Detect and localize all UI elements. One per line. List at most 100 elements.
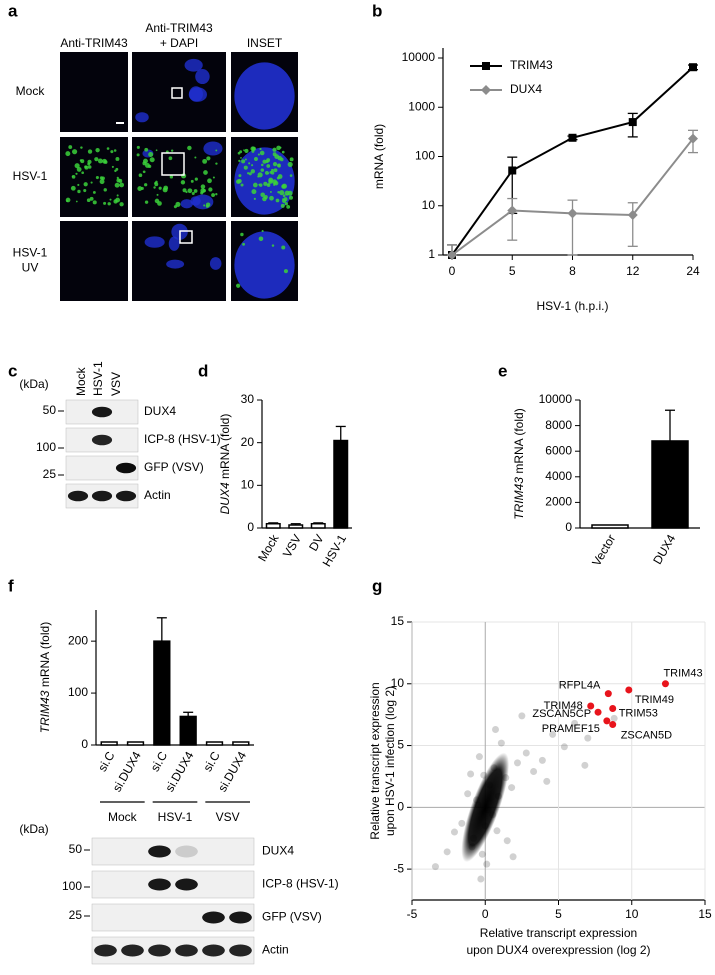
signal — [243, 149, 245, 151]
signal — [119, 182, 125, 188]
mw-marker: 100 — [62, 879, 82, 893]
x-tick-label: 10 — [625, 907, 639, 921]
signal — [254, 157, 258, 161]
panel-label: a — [8, 1, 18, 20]
group-label: Mock — [108, 810, 138, 824]
point-label: ZSCAN5CP — [532, 708, 591, 720]
highlight-point — [604, 690, 612, 698]
signal — [289, 157, 294, 162]
signal — [272, 179, 278, 185]
blot-strip — [65, 399, 139, 425]
signal — [275, 198, 280, 203]
signal — [149, 157, 155, 163]
data-point — [468, 843, 476, 851]
highlight-point — [603, 717, 611, 725]
gene-name: DUX4 — [218, 482, 232, 514]
signal — [142, 170, 146, 174]
signal — [116, 194, 119, 197]
bar — [310, 522, 326, 529]
signal — [144, 147, 149, 152]
y-tick-label: 5 — [397, 738, 404, 752]
row-label: UV — [22, 261, 39, 275]
signal — [144, 200, 149, 204]
bar — [153, 640, 171, 746]
inset-box — [171, 87, 183, 99]
band — [202, 944, 225, 957]
signal — [155, 149, 158, 152]
data-point — [503, 837, 511, 845]
signal — [136, 153, 140, 157]
x-axis-label: HSV-1 (h.p.i.) — [536, 299, 608, 313]
data-point — [689, 63, 697, 72]
x-tick-label: DV — [306, 532, 326, 553]
signal — [207, 178, 212, 184]
signal — [244, 148, 249, 154]
signal — [248, 172, 252, 176]
signal — [240, 157, 242, 159]
membrane — [91, 936, 255, 965]
band — [91, 490, 113, 502]
data-point — [494, 792, 502, 800]
data-point — [513, 759, 521, 767]
x-tick-label: 5 — [509, 264, 516, 278]
signal — [258, 236, 264, 242]
signal — [208, 187, 213, 192]
signal — [240, 232, 244, 237]
band — [175, 944, 198, 957]
nucleus — [203, 141, 223, 156]
data-point — [464, 790, 472, 798]
signal — [187, 145, 192, 151]
signal — [250, 146, 256, 152]
signal — [87, 159, 92, 165]
x-tick-label: Mock — [255, 531, 282, 564]
data-point — [508, 784, 516, 792]
column-header: Anti-TRIM43 — [60, 36, 128, 50]
band — [115, 462, 137, 474]
signal — [243, 165, 248, 170]
signal — [266, 164, 271, 168]
band-label: DUX4 — [262, 844, 294, 858]
bar — [591, 524, 629, 529]
y-tick-label: 20 — [241, 435, 255, 449]
y-tick-label: 100 — [415, 149, 435, 163]
signal — [83, 188, 87, 193]
mw-marker: 25 — [43, 467, 57, 481]
band — [121, 944, 144, 957]
signal — [261, 163, 264, 167]
unit-label: (kDa) — [19, 377, 48, 391]
highlight-point — [587, 702, 595, 710]
signal — [215, 149, 218, 152]
signal — [284, 190, 290, 196]
signal — [267, 183, 270, 186]
signal — [287, 161, 293, 168]
signal — [271, 168, 274, 172]
data-point — [610, 714, 618, 722]
band — [91, 434, 113, 446]
y-tick-label: 1 — [428, 247, 435, 261]
band-label: Actin — [262, 943, 289, 957]
y-axis-label: DUX4 mRNA (fold) — [218, 414, 232, 515]
band — [202, 911, 225, 924]
y-tick-label: 10 — [241, 478, 255, 492]
blot-strip — [91, 837, 255, 866]
highlight-point — [625, 686, 633, 694]
data-point — [478, 850, 486, 858]
x-tick-label: -5 — [407, 907, 418, 921]
signal — [263, 195, 268, 200]
signal — [191, 191, 195, 195]
signal — [272, 147, 277, 152]
signal — [260, 168, 265, 172]
signal — [238, 174, 242, 178]
signal — [156, 193, 159, 196]
band-label: DUX4 — [144, 404, 176, 418]
signal — [276, 163, 281, 168]
nucleus — [168, 236, 180, 251]
signal — [206, 156, 211, 161]
blot-strip — [91, 903, 255, 932]
unit-text: mRNA (fold) — [512, 408, 526, 473]
data-point — [450, 828, 458, 836]
signal — [252, 182, 258, 188]
y-tick-label: 2000 — [545, 495, 572, 509]
column-header: + DAPI — [160, 36, 198, 50]
signal — [113, 199, 118, 204]
